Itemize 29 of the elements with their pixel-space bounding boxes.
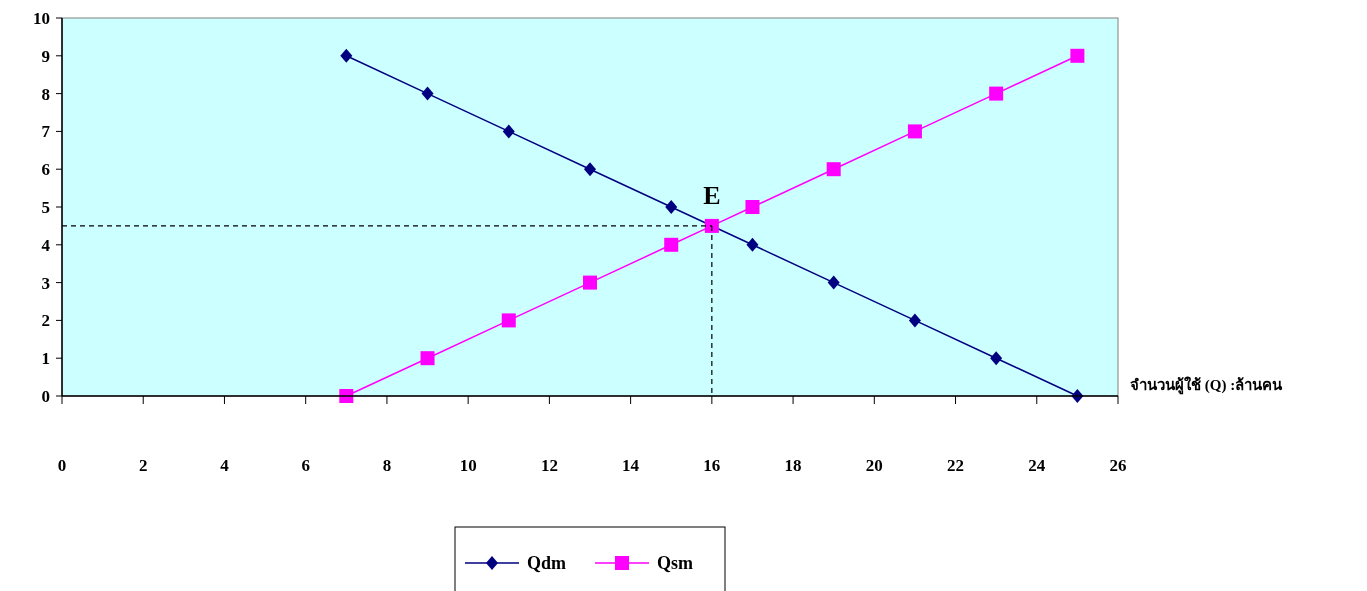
- y-tick-label: 3: [41, 273, 50, 293]
- x-tick-label: 10: [459, 456, 477, 475]
- x-tick-label: 26: [1109, 456, 1127, 475]
- y-tick-label: 4: [41, 235, 51, 255]
- x-tick-label: 4: [220, 456, 230, 475]
- x-tick-label: 14: [622, 456, 640, 475]
- x-tick-label: 16: [703, 456, 721, 475]
- x-tick-label: 2: [138, 456, 148, 475]
- x-tick-label: 22: [947, 456, 965, 475]
- legend-label: Qsm: [657, 553, 694, 574]
- y-tick-label: 8: [41, 84, 50, 104]
- x-tick-label: 8: [382, 456, 392, 475]
- y-tick-label: 7: [41, 122, 51, 142]
- legend-label: Qdm: [527, 553, 567, 574]
- x-tick-label: 24: [1028, 456, 1046, 475]
- y-tick-label: 10: [33, 8, 50, 28]
- x-tick-label: 18: [784, 456, 802, 475]
- x-axis-title: จำนวนผู้ใช้ (Q) :ล้านคน: [1130, 376, 1284, 395]
- annotation: E: [703, 180, 721, 210]
- y-tick-label: 1: [41, 349, 50, 369]
- x-tick-label: 6: [301, 456, 310, 475]
- y-tick-label: 6: [41, 160, 50, 180]
- x-tick-label: 12: [540, 456, 558, 475]
- x-tick-label: 0: [57, 456, 67, 475]
- y-tick-label: 2: [41, 311, 50, 331]
- y-tick-label: 9: [41, 46, 50, 66]
- x-tick-label: 20: [865, 456, 883, 475]
- y-tick-label: 5: [41, 197, 50, 217]
- y-tick-label: 0: [41, 386, 50, 406]
